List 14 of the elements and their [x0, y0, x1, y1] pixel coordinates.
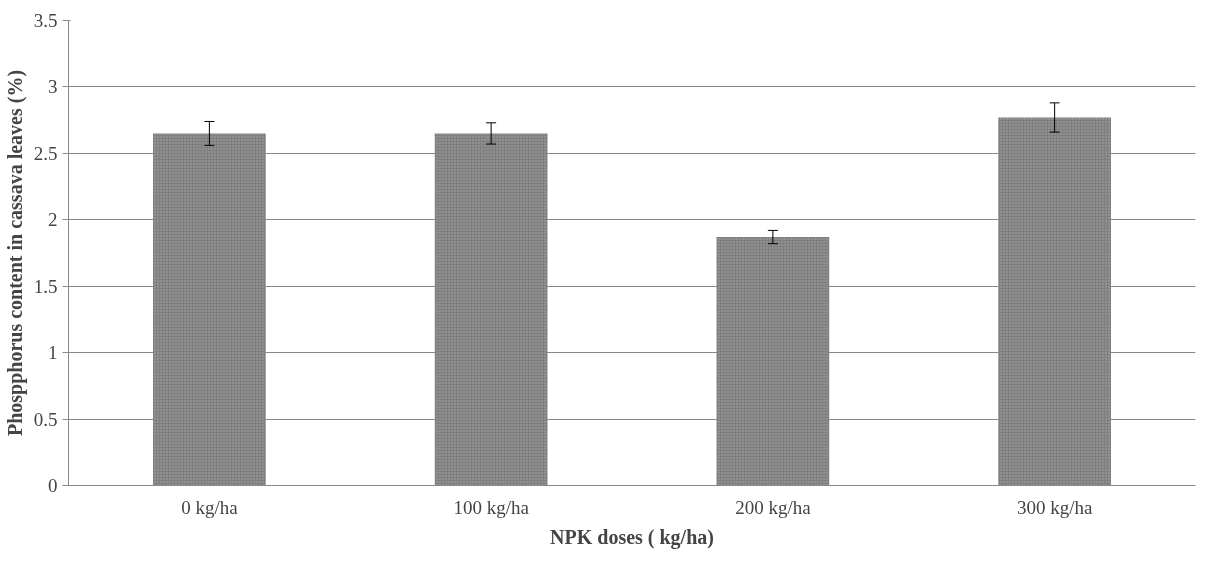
x-tick-label: 300 kg/ha — [1016, 496, 1093, 518]
y-tick-label: 2.5 — [33, 142, 58, 164]
y-tick-label: 2 — [48, 209, 58, 231]
y-tick-label: 1 — [48, 342, 58, 364]
x-axis-title: NPK doses ( kg/ha) — [550, 525, 714, 549]
y-tick-label: 3 — [48, 76, 58, 98]
x-tick-label: 0 kg/ha — [181, 496, 239, 518]
y-tick-label: 1.5 — [33, 275, 58, 297]
y-tick-label: 0.5 — [33, 408, 58, 430]
x-tick-label: 200 kg/ha — [735, 496, 812, 518]
y-tick-label: 0 — [48, 475, 58, 496]
x-tick-label: 100 kg/ha — [453, 496, 530, 518]
y-tick-label: 3.5 — [33, 10, 58, 31]
y-axis-title: Phospphorus content in cassava leaves (%) — [3, 69, 27, 437]
